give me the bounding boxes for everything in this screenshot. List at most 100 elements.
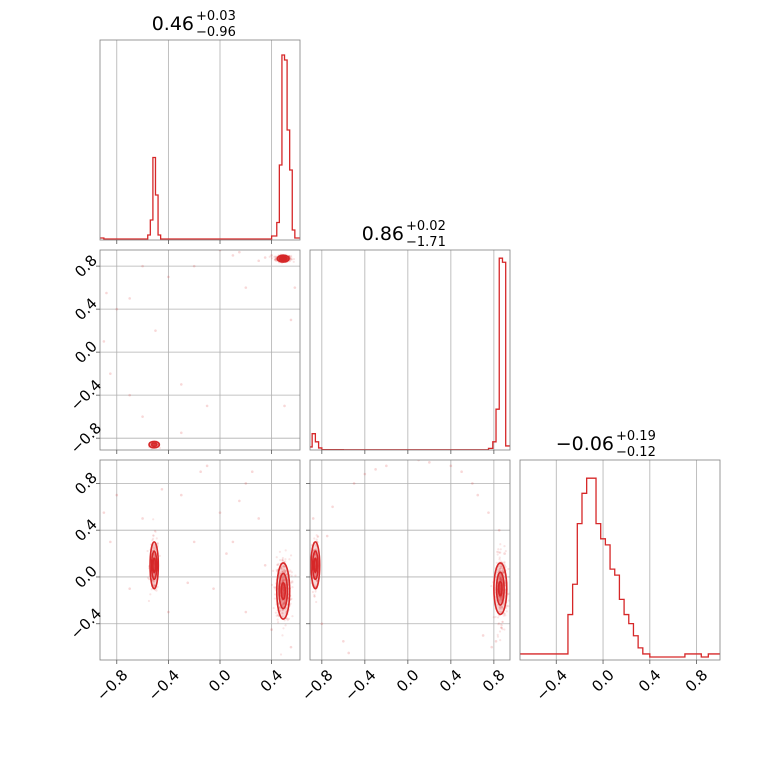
cluster-point — [150, 447, 153, 450]
scatter-point — [270, 254, 273, 257]
cluster-point — [499, 598, 502, 602]
cluster-point — [499, 576, 502, 580]
scatter-point — [471, 482, 474, 485]
scatter-point — [331, 505, 334, 509]
scatter-point — [250, 470, 254, 473]
cluster-point — [499, 610, 502, 613]
y-tick-label: 0.4 — [71, 515, 101, 545]
cluster-point — [284, 570, 287, 573]
cluster-point — [502, 571, 505, 574]
scatter-point — [179, 493, 183, 497]
cluster-point — [500, 578, 503, 581]
panel-title-plus: +0.02 — [406, 219, 446, 234]
cluster-point — [500, 596, 503, 599]
cluster-point — [276, 613, 279, 616]
cluster-point — [311, 590, 314, 594]
cluster-point — [150, 588, 153, 591]
cluster-point — [158, 554, 161, 557]
panel-hist-1: 0.86 +0.02−1.71 — [309, 219, 511, 454]
cluster-point — [153, 548, 156, 551]
cluster-point — [275, 556, 278, 559]
cluster-point — [283, 601, 286, 604]
cluster-point — [313, 593, 316, 596]
cluster-point — [499, 543, 502, 546]
cluster-point — [503, 561, 506, 565]
histogram-group — [520, 477, 720, 658]
cluster-point — [281, 580, 285, 583]
cluster-point — [286, 618, 289, 622]
cluster-point — [498, 567, 501, 571]
scatter-point — [244, 286, 248, 289]
cluster-point — [499, 576, 502, 579]
cluster-point — [281, 559, 284, 562]
cluster-point — [280, 570, 283, 573]
cluster-point — [146, 576, 150, 580]
cluster-point — [291, 585, 294, 589]
cluster-point — [498, 567, 502, 570]
cluster-point — [274, 258, 277, 261]
panel-hist-2: −0.06 +0.19−0.12 — [519, 429, 721, 664]
cluster-point — [500, 565, 503, 568]
cluster-point — [282, 570, 285, 573]
panel-title-minus: −0.12 — [616, 445, 656, 460]
cluster-point — [507, 605, 510, 608]
cluster-point — [500, 564, 503, 568]
cluster-point — [498, 596, 502, 599]
cluster-point — [272, 606, 275, 610]
cluster-point — [281, 609, 285, 612]
cluster-point — [507, 592, 510, 595]
x-tick-label: −0.8 — [93, 666, 131, 704]
cluster-point — [496, 553, 499, 556]
cluster-point — [500, 626, 503, 629]
cluster-point — [283, 569, 286, 572]
cluster-point — [280, 567, 283, 570]
panel-title-value: 0.86 — [362, 223, 404, 245]
cluster-point — [154, 530, 157, 533]
cluster-point — [499, 605, 502, 608]
cluster-point — [153, 584, 156, 587]
cluster-point — [276, 569, 279, 573]
scatter-point — [374, 468, 377, 471]
cluster-point — [153, 574, 156, 578]
cluster-point — [496, 616, 500, 619]
x-tick-label: 0.4 — [257, 666, 287, 696]
x-tick-label: 0.0 — [588, 666, 618, 696]
panel-hist-0: 0.46 +0.03−0.96 — [99, 9, 301, 244]
cluster-point — [490, 584, 493, 588]
cluster-point — [283, 619, 286, 622]
cluster-point — [501, 605, 504, 609]
x-tick-label: 0.0 — [205, 666, 235, 696]
cluster-point — [281, 612, 284, 615]
cluster-point — [504, 565, 507, 568]
panel-title-value: 0.46 — [152, 13, 194, 35]
cluster-point — [503, 560, 506, 563]
cluster-point — [283, 569, 287, 572]
cluster-point — [281, 556, 284, 560]
scatter-point — [192, 540, 196, 544]
cluster-point — [281, 611, 284, 615]
x-tick-label: 0.0 — [393, 666, 423, 696]
cluster-point — [502, 603, 505, 606]
cluster-point — [288, 570, 291, 573]
cluster-point — [282, 565, 285, 568]
y-tick-label: 0.8 — [71, 469, 101, 499]
cluster-point — [282, 580, 285, 583]
cluster-point — [274, 593, 277, 596]
cluster-point — [282, 603, 285, 606]
cluster-point — [271, 569, 275, 572]
cluster-point — [276, 621, 280, 624]
cluster-point — [499, 569, 502, 572]
cluster-point — [290, 254, 293, 257]
cluster-point — [507, 567, 510, 571]
cluster-point — [284, 560, 287, 563]
histogram-group — [100, 54, 300, 240]
cluster-point — [506, 604, 509, 607]
scatter-point — [109, 540, 112, 544]
cluster-point — [152, 579, 156, 582]
cluster-point — [497, 569, 500, 572]
cluster-point — [499, 577, 502, 580]
cluster-point — [499, 598, 502, 601]
cluster-point — [282, 602, 286, 605]
cluster-point — [498, 578, 501, 581]
cluster-point — [282, 603, 285, 606]
